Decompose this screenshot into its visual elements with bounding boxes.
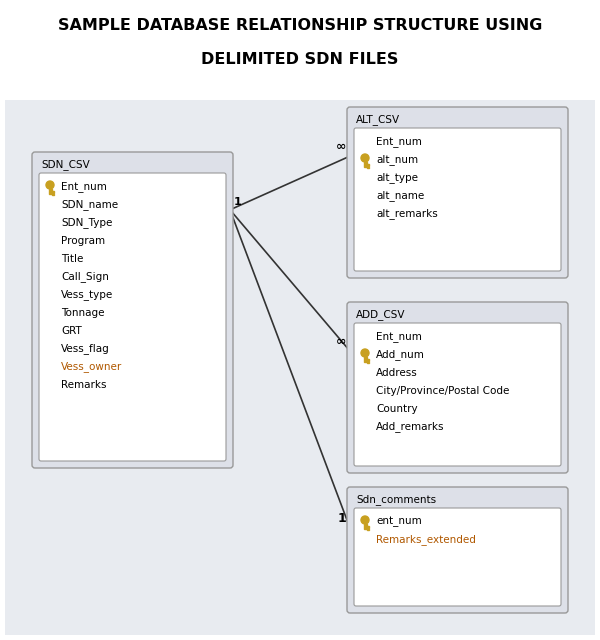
Bar: [5, 100, 595, 635]
FancyBboxPatch shape: [354, 128, 561, 271]
Circle shape: [361, 516, 369, 524]
Bar: [367, 362, 368, 363]
Text: ∞: ∞: [335, 335, 346, 348]
Bar: [364, 162, 367, 167]
Bar: [364, 524, 367, 529]
Bar: [367, 164, 368, 166]
Text: City/Province/Postal Code: City/Province/Postal Code: [376, 386, 509, 396]
Text: Remarks: Remarks: [61, 380, 107, 390]
Bar: [52, 193, 53, 195]
Text: alt_type: alt_type: [376, 173, 418, 184]
FancyBboxPatch shape: [347, 107, 568, 278]
Text: alt_name: alt_name: [376, 191, 424, 202]
Text: Country: Country: [376, 404, 418, 414]
Bar: [367, 526, 368, 527]
Text: Ent_num: Ent_num: [376, 136, 422, 147]
Text: DELIMITED SDN FILES: DELIMITED SDN FILES: [202, 52, 398, 67]
Text: Address: Address: [376, 368, 418, 378]
Bar: [52, 191, 53, 193]
Circle shape: [361, 349, 369, 357]
Text: Remarks_extended: Remarks_extended: [376, 534, 476, 545]
Text: Sdn_comments: Sdn_comments: [356, 494, 436, 505]
FancyBboxPatch shape: [354, 508, 561, 606]
FancyBboxPatch shape: [347, 302, 568, 473]
Circle shape: [361, 154, 369, 162]
Text: Vess_flag: Vess_flag: [61, 344, 110, 355]
Text: Ent_num: Ent_num: [61, 182, 107, 193]
Text: SDN_name: SDN_name: [61, 200, 118, 211]
Text: 1: 1: [234, 197, 242, 207]
FancyBboxPatch shape: [32, 152, 233, 468]
Text: Add_num: Add_num: [376, 349, 425, 360]
Text: Add_remarks: Add_remarks: [376, 422, 445, 433]
Text: ADD_CSV: ADD_CSV: [356, 309, 406, 320]
Text: Tonnage: Tonnage: [61, 308, 104, 318]
Bar: [364, 357, 367, 362]
FancyBboxPatch shape: [39, 173, 226, 461]
Bar: [367, 359, 368, 360]
Text: Vess_owner: Vess_owner: [61, 362, 122, 372]
Bar: [0, 0, 600, 95]
Bar: [367, 166, 368, 168]
Text: Title: Title: [61, 254, 83, 264]
Text: Ent_num: Ent_num: [376, 332, 422, 342]
Text: Program: Program: [61, 236, 105, 246]
Text: ∞: ∞: [335, 140, 346, 153]
FancyBboxPatch shape: [354, 323, 561, 466]
Circle shape: [46, 181, 54, 189]
Text: ALT_CSV: ALT_CSV: [356, 114, 400, 125]
Text: GRT: GRT: [61, 326, 82, 336]
Text: SAMPLE DATABASE RELATIONSHIP STRUCTURE USING: SAMPLE DATABASE RELATIONSHIP STRUCTURE U…: [58, 18, 542, 33]
Bar: [367, 529, 368, 530]
Text: alt_remarks: alt_remarks: [376, 209, 438, 220]
Text: SDN_CSV: SDN_CSV: [41, 159, 90, 170]
Text: Vess_type: Vess_type: [61, 289, 113, 300]
Bar: [49, 189, 52, 194]
Text: SDN_Type: SDN_Type: [61, 218, 112, 228]
Text: ent_num: ent_num: [376, 516, 422, 527]
Text: alt_num: alt_num: [376, 154, 418, 166]
Text: 1: 1: [337, 512, 346, 525]
Text: Call_Sign: Call_Sign: [61, 271, 109, 282]
FancyBboxPatch shape: [347, 487, 568, 613]
